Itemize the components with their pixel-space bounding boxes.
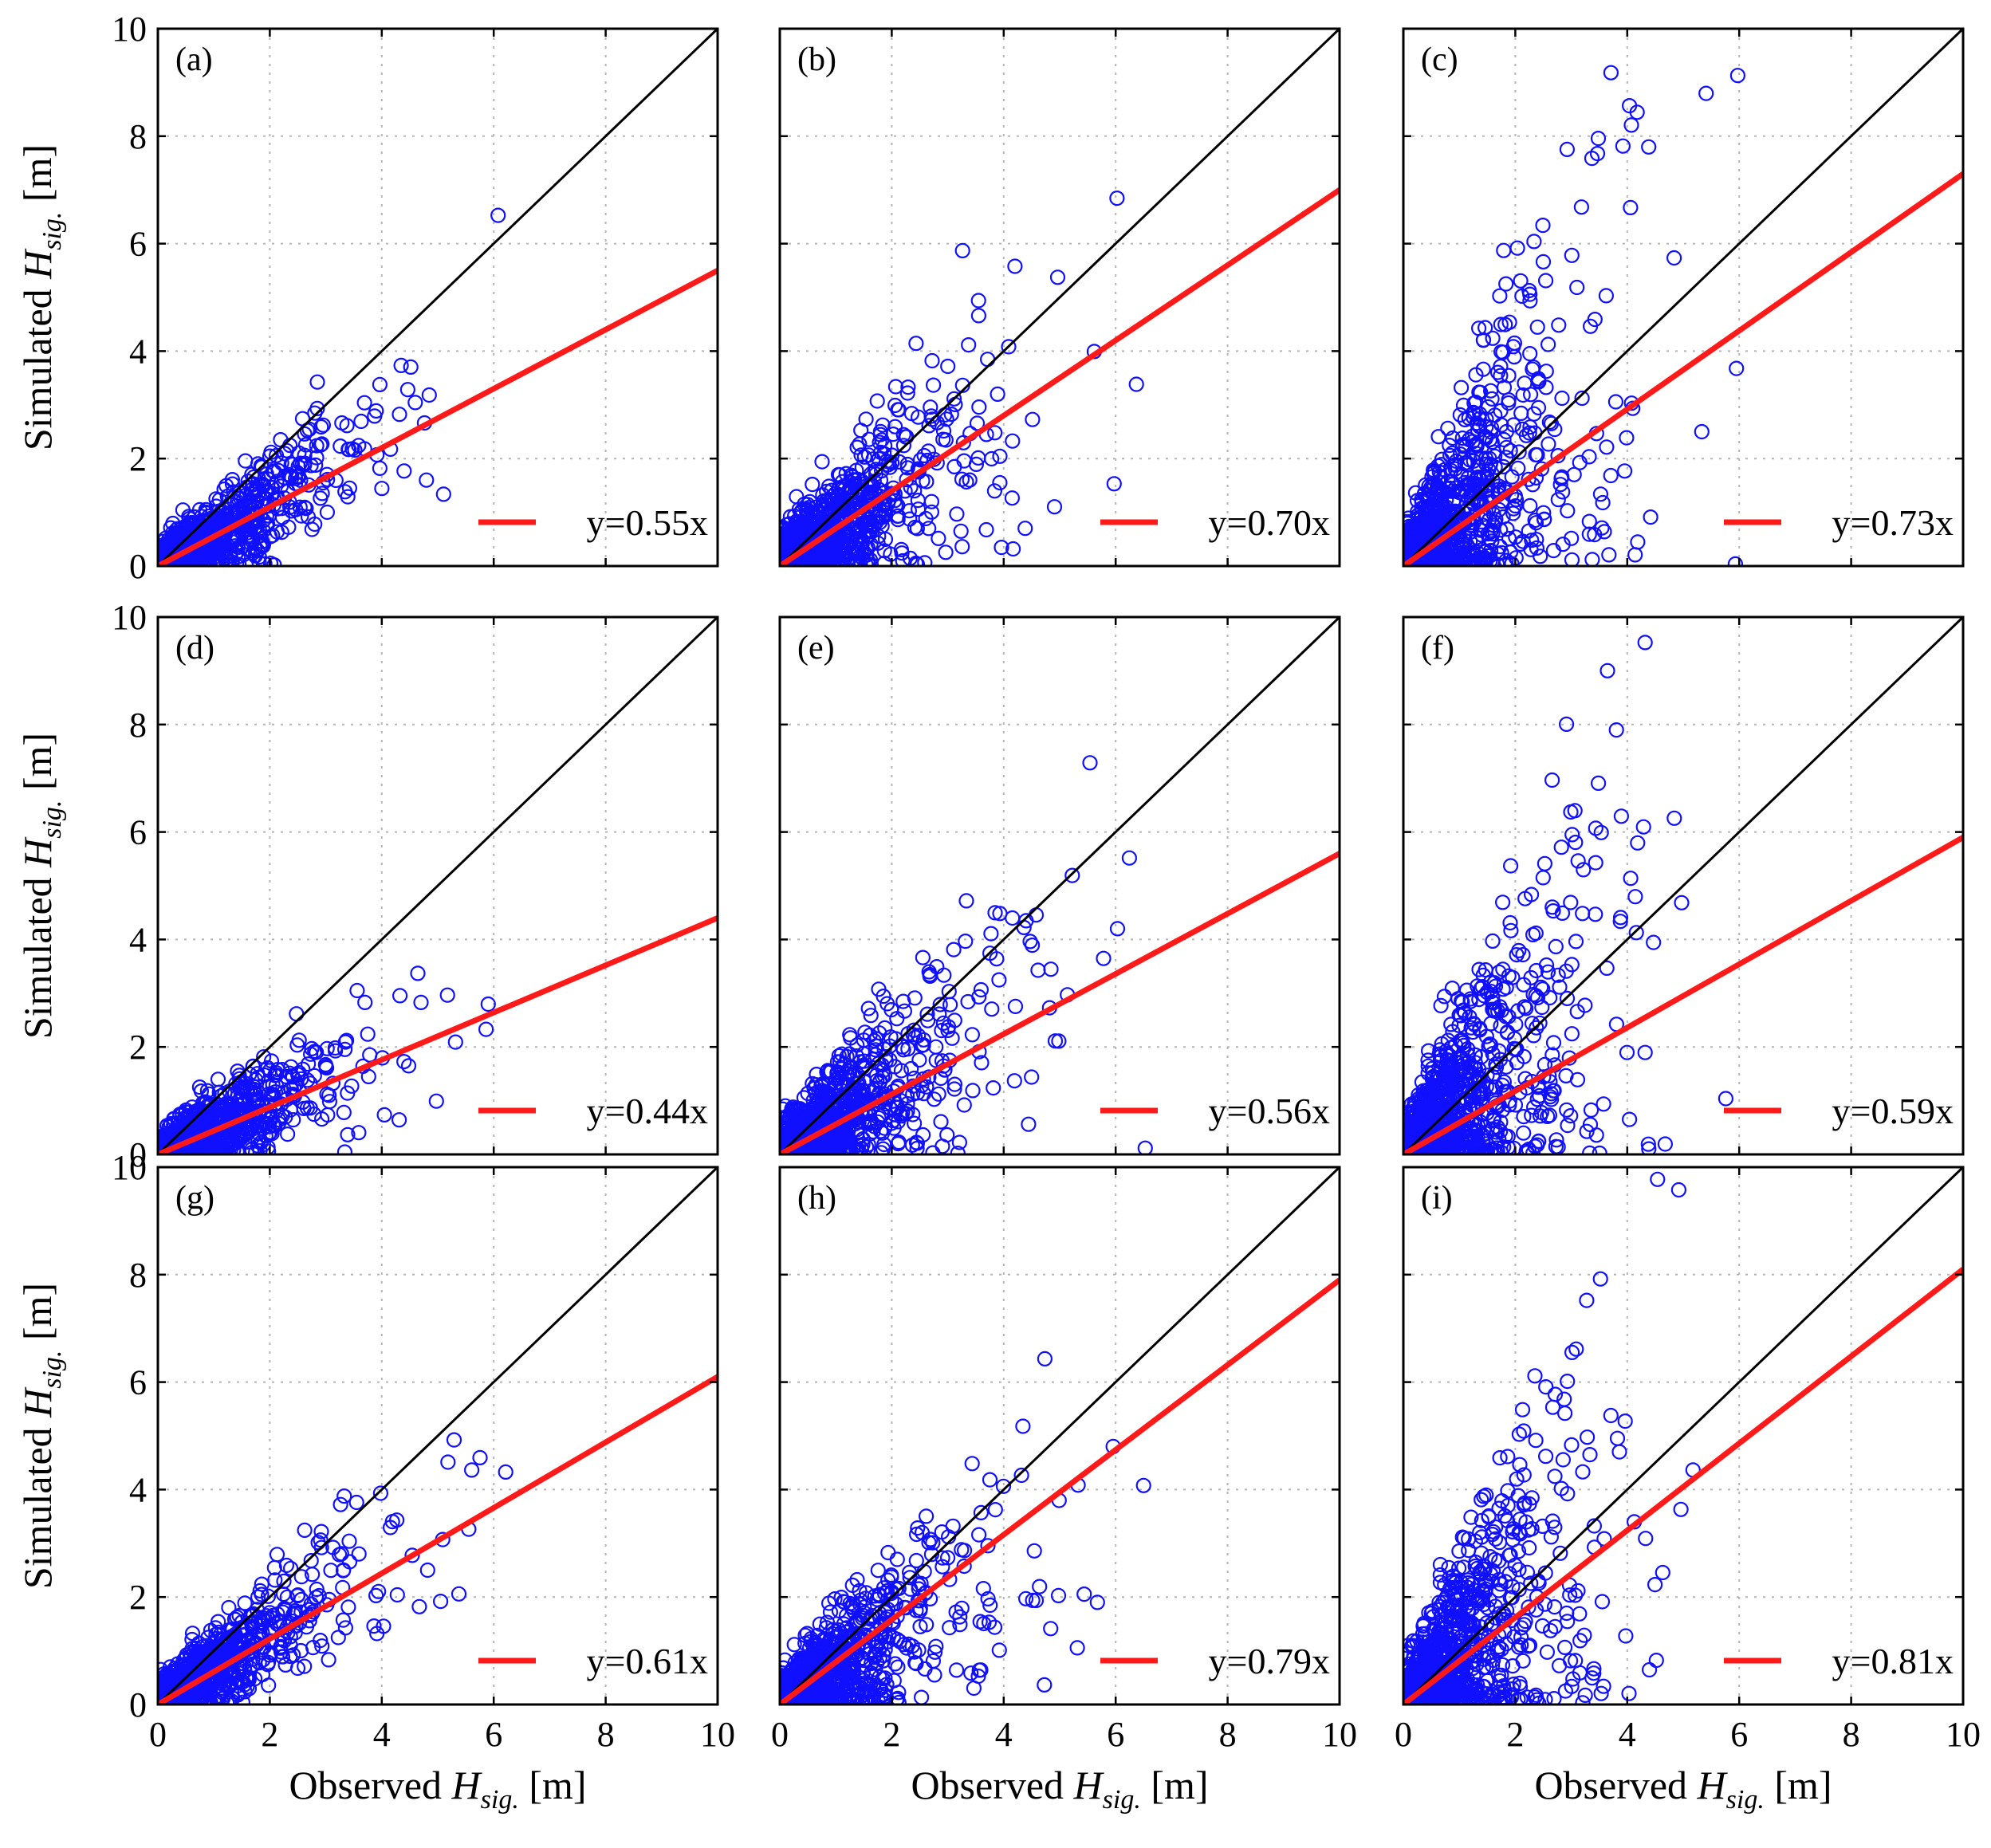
y-tick-label: 8: [129, 706, 147, 745]
y-tick-label: 6: [129, 813, 147, 852]
y-tick-label: 8: [129, 117, 147, 156]
panel-b: (b) y=0.70x: [773, 29, 1340, 572]
panel-label: (a): [175, 41, 213, 78]
y-tick-label: 6: [129, 225, 147, 264]
panel-label: (b): [797, 41, 836, 78]
y-tick-label: 2: [129, 439, 147, 478]
y-tick-label: 2: [129, 1028, 147, 1067]
legend-label: y=0.70x: [1209, 502, 1330, 543]
y-tick-label: 4: [129, 332, 147, 371]
y-tick-label: 10: [112, 598, 147, 637]
y-tick-label: 0: [129, 547, 147, 586]
panel-e: (e)y=0.56x: [773, 617, 1340, 1160]
y-tick-label: 4: [129, 920, 147, 959]
y-axis-title: Simulated Hsig. [m]: [15, 144, 67, 450]
panel-a: 0 2 4 6 8 10 (a) y=0.55x Simulated Hsig. [m]: [15, 10, 718, 586]
panel-label: (c): [1421, 41, 1458, 78]
y-axis-title: Simulated Hsig. [m]: [15, 733, 67, 1039]
panel-label: (d): [175, 630, 214, 666]
legend-label: y=0.73x: [1832, 502, 1954, 543]
y-tick-label: 10: [112, 10, 147, 49]
legend-label: y=0.55x: [587, 502, 708, 543]
legend-label: y=0.44x: [587, 1091, 708, 1131]
panel-c: (c) y=0.73x: [1397, 29, 1963, 572]
